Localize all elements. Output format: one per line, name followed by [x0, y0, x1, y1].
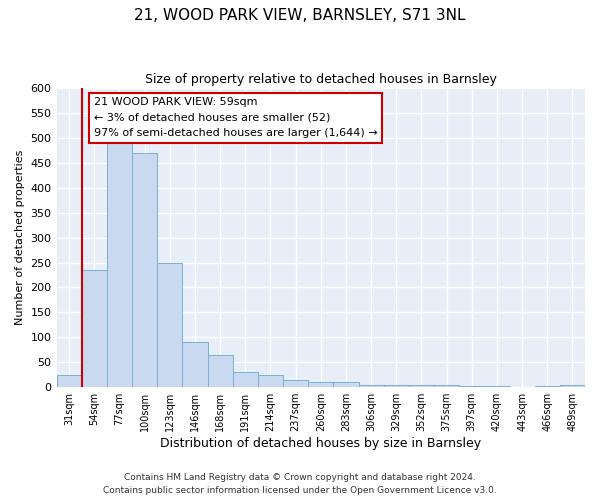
Bar [434, 385, 459, 387]
Bar [157, 262, 182, 387]
Bar [233, 372, 258, 387]
Bar [182, 342, 208, 387]
Bar [535, 386, 560, 387]
Bar [334, 382, 359, 387]
Text: Contains HM Land Registry data © Crown copyright and database right 2024.
Contai: Contains HM Land Registry data © Crown c… [103, 474, 497, 495]
Bar [258, 374, 283, 387]
Bar [484, 386, 509, 387]
Bar [107, 143, 132, 387]
Bar [208, 355, 233, 387]
Bar [82, 270, 107, 387]
Bar [359, 384, 383, 387]
Bar [308, 382, 334, 387]
Bar [383, 384, 409, 387]
X-axis label: Distribution of detached houses by size in Barnsley: Distribution of detached houses by size … [160, 437, 481, 450]
Bar [56, 374, 82, 387]
Bar [132, 153, 157, 387]
Text: 21, WOOD PARK VIEW, BARNSLEY, S71 3NL: 21, WOOD PARK VIEW, BARNSLEY, S71 3NL [134, 8, 466, 22]
Bar [560, 384, 585, 387]
Text: 21 WOOD PARK VIEW: 59sqm
← 3% of detached houses are smaller (52)
97% of semi-de: 21 WOOD PARK VIEW: 59sqm ← 3% of detache… [94, 97, 377, 138]
Bar [283, 380, 308, 387]
Y-axis label: Number of detached properties: Number of detached properties [15, 150, 25, 326]
Bar [459, 386, 484, 387]
Title: Size of property relative to detached houses in Barnsley: Size of property relative to detached ho… [145, 72, 497, 86]
Bar [409, 385, 434, 387]
